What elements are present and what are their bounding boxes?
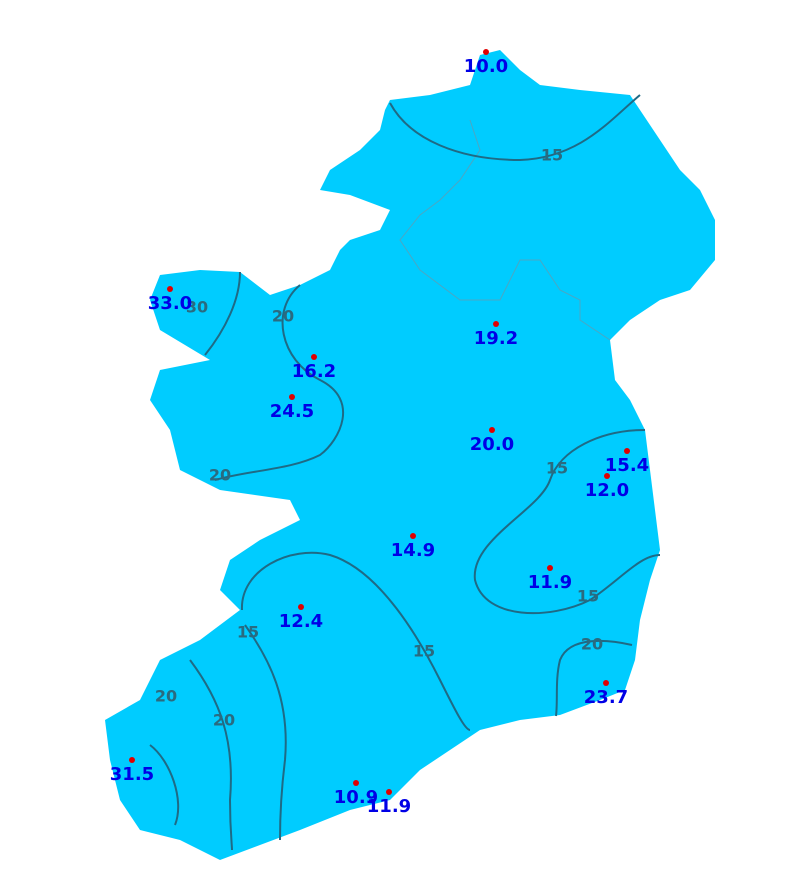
contour-label: 20 xyxy=(155,687,177,706)
border xyxy=(399,119,611,341)
station-dot xyxy=(298,604,304,610)
contour-line xyxy=(214,284,344,481)
station-value: 12.4 xyxy=(279,611,323,632)
contour-label: 15 xyxy=(541,146,563,165)
contour-line xyxy=(389,94,641,162)
contour-line xyxy=(204,271,241,356)
station-value: 10.0 xyxy=(464,56,508,77)
contour-line xyxy=(189,659,233,851)
station-dot xyxy=(483,49,489,55)
contour-label: 15 xyxy=(237,623,259,642)
station-value: 11.9 xyxy=(528,572,572,593)
contour-label: 15 xyxy=(546,459,568,478)
station-value: 20.0 xyxy=(470,434,514,455)
station-value: 15.4 xyxy=(605,455,649,476)
station-value: 31.5 xyxy=(110,764,154,785)
station-dot xyxy=(489,427,495,433)
station-dot xyxy=(604,473,610,479)
station-value: 12.0 xyxy=(585,480,629,501)
contour-line xyxy=(149,744,180,826)
station-dot xyxy=(289,394,295,400)
land xyxy=(105,50,715,860)
contour-label: 15 xyxy=(413,642,435,661)
contour-label: 20 xyxy=(581,635,603,654)
station-value: 10.9 xyxy=(334,787,378,808)
contours xyxy=(149,94,661,851)
station-dot xyxy=(386,789,392,795)
station-value: 19.2 xyxy=(474,328,518,349)
contour-label: 20 xyxy=(213,711,235,730)
contour-label: 20 xyxy=(209,466,231,485)
contour-line xyxy=(555,639,633,717)
station-dot xyxy=(624,448,630,454)
station-dot xyxy=(353,780,359,786)
station-dot xyxy=(311,354,317,360)
contour-label: 15 xyxy=(577,587,599,606)
contour-line xyxy=(244,624,287,841)
station-value: 16.2 xyxy=(292,361,336,382)
labels: 15 20 30 20 15 15 15 15 20 20 20 10.0 33.0 19.2 16.2 24… xyxy=(110,49,649,817)
station-dot xyxy=(493,321,499,327)
station-dot xyxy=(167,286,173,292)
station-value: 14.9 xyxy=(391,540,435,561)
station-value: 23.7 xyxy=(584,687,628,708)
contour-label: 30 xyxy=(186,298,208,317)
station-value: 11.9 xyxy=(367,796,411,817)
station-dot xyxy=(129,757,135,763)
station-dot xyxy=(547,565,553,571)
station-value: 24.5 xyxy=(270,401,314,422)
contour-line xyxy=(473,429,661,615)
contour-line xyxy=(240,551,471,731)
station-dot xyxy=(410,533,416,539)
station-dot xyxy=(603,680,609,686)
contour-label: 20 xyxy=(272,307,294,326)
station-value: 33.0 xyxy=(148,293,192,314)
